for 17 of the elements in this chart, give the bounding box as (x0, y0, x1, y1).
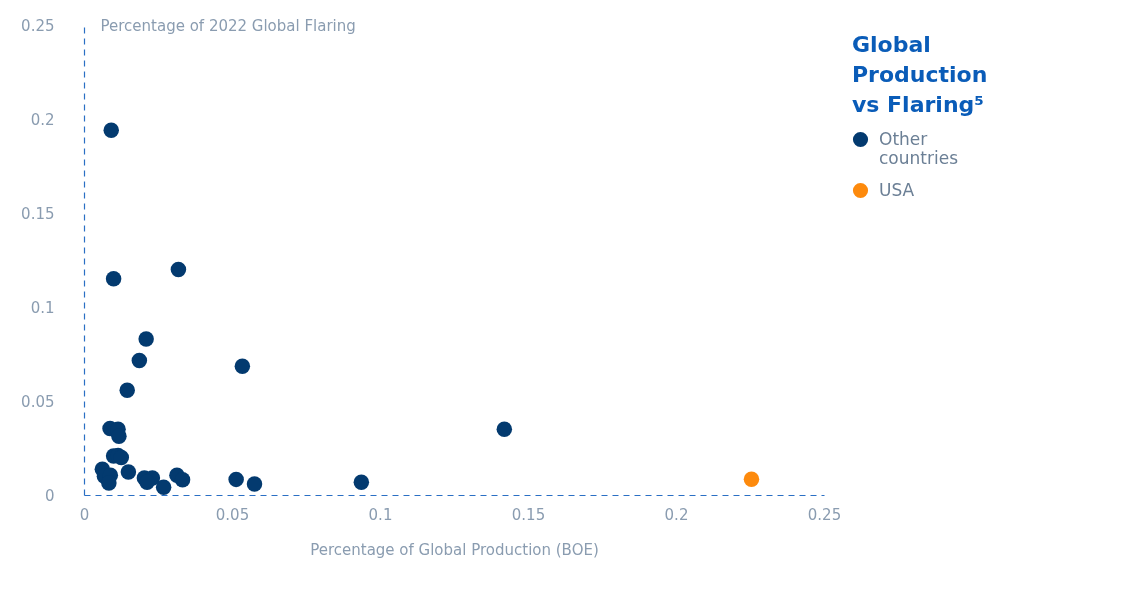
x-tick-label: 0.05 (215, 505, 250, 524)
y-axis-title: Percentage of 2022 Global Flaring (100, 16, 356, 35)
y-tick-label: 0.25 (21, 16, 55, 35)
x-tick-label: 0 (79, 505, 90, 524)
x-tick-label: 0.15 (511, 505, 546, 524)
y-tick-label: 0.2 (30, 110, 55, 129)
x-axis-title: Percentage of Global Production (BOE) (310, 540, 599, 559)
x-tick-label: 0.2 (664, 505, 689, 524)
y-tick-label: 0 (44, 486, 55, 505)
legend-label: Other countries (879, 128, 959, 168)
text: Global Production vs Flaring⁵ (852, 32, 988, 117)
y-tick-label: 0.1 (30, 298, 55, 317)
x-tick-label: 0.25 (807, 505, 842, 524)
legend-label: USA (879, 179, 915, 200)
y-tick-label: 0.15 (21, 204, 55, 223)
x-tick-label: 0.1 (368, 505, 393, 524)
y-tick-label: 0.05 (21, 392, 55, 411)
